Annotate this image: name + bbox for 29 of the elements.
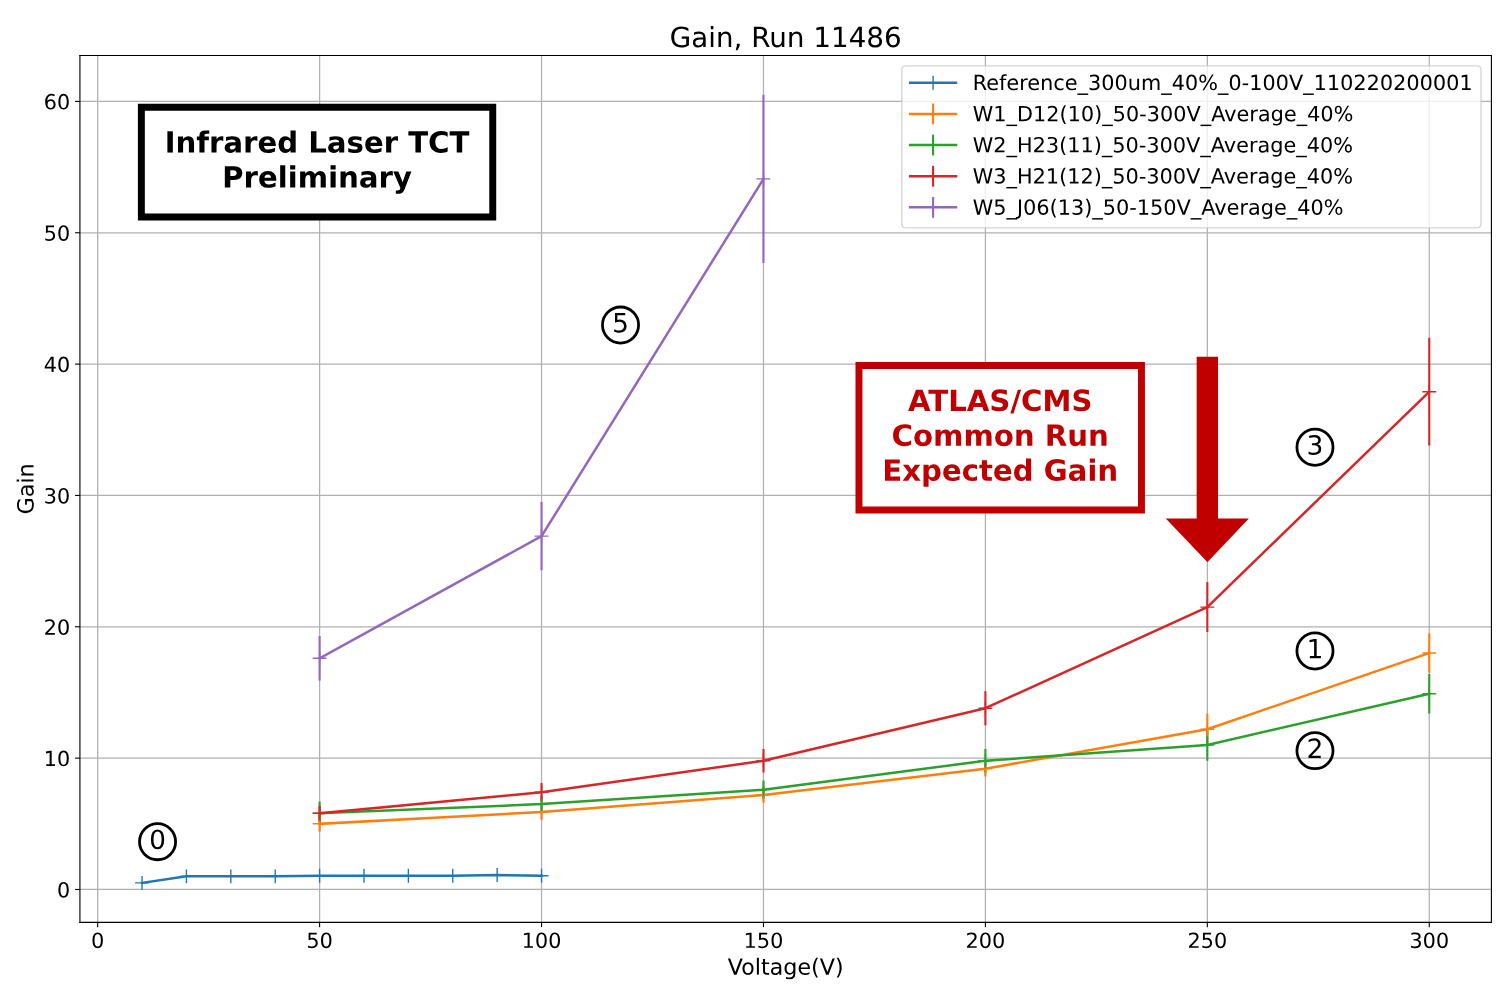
y-tick-label: 50 [45, 225, 69, 241]
y-tick-label: 10 [45, 750, 69, 767]
annotation: ATLAS/CMS Common Run Expected Gain [884, 389, 1116, 487]
annotation: 5 [614, 313, 627, 333]
x-tick-label: 0 [92, 932, 103, 949]
y-tick-label: 40 [44, 356, 69, 373]
legend-label: Reference_300um_40%_0-100V_110220200001 [974, 74, 1471, 95]
y-tick-label: 30 [45, 487, 69, 504]
legend-label: W3_H21(12)_50-300V_Average_40% [973, 167, 1352, 189]
y-axis-title: Gain [16, 465, 34, 514]
y-tick-label: 20 [45, 619, 69, 635]
chart-title: Gain, Run 11486 [671, 26, 900, 51]
x-tick-label: 200 [967, 932, 1004, 949]
legend-label: W5_J06(13)_50-150V_Average_40% [973, 198, 1343, 220]
annotation: 3 [1308, 434, 1322, 455]
annotation: 0 [150, 829, 165, 850]
x-axis-title: Voltage(V) [727, 957, 842, 980]
x-tick-label: 250 [1188, 932, 1226, 949]
x-tick-label: 300 [1410, 932, 1448, 949]
annotation: 2 [1308, 738, 1321, 758]
annotation: Infrared Laser TCT Preliminary [167, 130, 470, 194]
y-tick-label: 0 [58, 881, 69, 898]
legend-label: W1_D12(10)_50-300V_Average_40% [973, 105, 1353, 127]
x-tick-label: 100 [523, 932, 561, 949]
x-tick-label: 150 [745, 932, 782, 949]
legend-label: W2_H23(11)_50-300V_Average_40% [973, 136, 1352, 158]
annotation: 1 [1309, 639, 1321, 659]
y-tick-label: 60 [45, 93, 69, 110]
x-tick-label: 50 [307, 932, 332, 949]
